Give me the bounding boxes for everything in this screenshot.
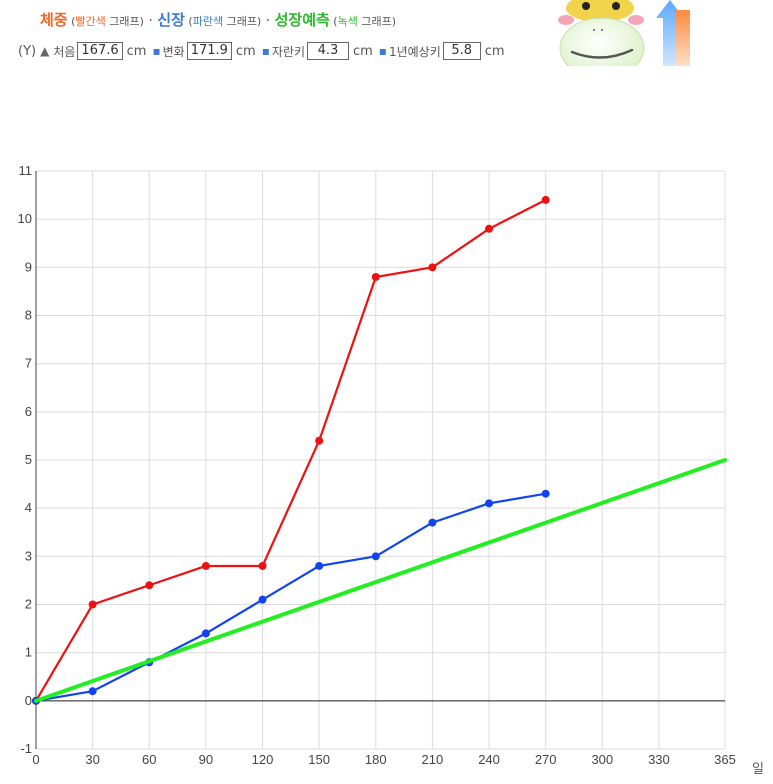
series-1-point: [371, 272, 380, 281]
series-1-point: [201, 561, 210, 570]
series-1-point: [485, 224, 494, 233]
title-part: 신장: [157, 11, 185, 29]
x-tick-label: 180: [365, 752, 387, 767]
chart-header: 체중 (빨간색 그래프) · 신장 (파란색 그래프) · 성장예측 (녹색 그…: [0, 0, 700, 66]
grown-height-value: 4.3: [306, 42, 349, 60]
height-info-bar: (Y) ▲ 처음 167.6 cm ▪ 변화 171.9 cm ▪ 자란키 4.…: [18, 42, 505, 60]
start-height-unit: cm: [126, 43, 147, 59]
mascot-illustration: [558, 0, 698, 66]
changed-height-unit: cm: [235, 43, 256, 59]
y-tick-label: 9: [25, 259, 32, 274]
y-tick-label: 5: [25, 452, 32, 467]
changed-height-label: 변화: [162, 44, 185, 59]
mascot-icon: [558, 0, 690, 66]
series-line-1: [34, 198, 547, 702]
bullet-icon: ▪: [378, 44, 387, 58]
grown-height-label: 자란키: [271, 44, 305, 59]
x-tick-label: 60: [142, 752, 156, 767]
x-tick-label: 210: [422, 752, 444, 767]
y-tick-label: 10: [18, 211, 32, 226]
arrow-up-icon: ▲: [40, 44, 50, 58]
x-tick-label: 150: [308, 752, 330, 767]
bullet-icon: ▪: [261, 44, 270, 58]
x-tick-label: 300: [591, 752, 613, 767]
series-2-point: [201, 629, 210, 638]
bullet-icon: ▪: [152, 44, 161, 58]
series-2-point: [541, 489, 550, 498]
y-tick-label: 3: [25, 548, 32, 563]
y-tick-label: -1: [20, 741, 32, 756]
series-line-3: [34, 458, 727, 703]
series-1-point: [145, 581, 154, 590]
start-height-value: 167.6: [77, 42, 123, 60]
changed-height-value: 171.9: [186, 42, 232, 60]
series-1-point: [88, 600, 97, 609]
series-1-point: [428, 263, 437, 272]
series-2-point: [371, 552, 380, 561]
x-tick-label: 240: [478, 752, 500, 767]
series-2-point: [258, 595, 267, 604]
x-tick-label: 330: [648, 752, 670, 767]
x-tick-label: 120: [252, 752, 274, 767]
y-tick-label: 7: [25, 356, 32, 371]
title-part: 체중: [40, 11, 68, 29]
y-tick-label: 0: [25, 693, 32, 708]
series-2-point: [428, 518, 437, 527]
grown-height-unit: cm: [352, 43, 373, 59]
x-tick-label: 365: [714, 752, 736, 767]
series-2-point: [485, 499, 494, 508]
series-1-point: [258, 561, 267, 570]
x-tick-label: 90: [199, 752, 213, 767]
y-tick-label: 11: [19, 163, 33, 178]
title-part: 성장예측: [274, 11, 330, 29]
title-part: (파란색 그래프): [184, 15, 262, 28]
title-part: ·: [261, 13, 275, 29]
series-1-point: [315, 436, 324, 445]
predicted-height-label: 1년예상키: [388, 44, 441, 59]
title-part: (빨간색 그래프): [67, 15, 144, 28]
y-tick-label: 2: [25, 597, 32, 612]
x-tick-label: 30: [85, 752, 99, 767]
series-2-point: [315, 561, 324, 570]
series-1-point: [541, 195, 550, 204]
start-height-label: 처음: [53, 44, 76, 59]
x-tick-label: 0: [32, 752, 39, 767]
y-tick-label: 4: [25, 500, 32, 515]
predicted-height-unit: cm: [484, 43, 505, 59]
y-axis-tag: (Y): [18, 43, 37, 59]
x-axis-label: 일: [752, 762, 764, 777]
x-tick-label: 270: [535, 752, 557, 767]
legend-title: 체중 (빨간색 그래프) · 신장 (파란색 그래프) · 성장예측 (녹색 그…: [40, 9, 396, 30]
title-part: ·: [143, 13, 158, 29]
y-tick-label: 6: [25, 404, 32, 419]
series-line-2: [34, 492, 547, 702]
series-2-point: [88, 687, 97, 696]
title-part: (녹색 그래프): [329, 15, 396, 28]
predicted-height-value: 5.8: [442, 42, 481, 60]
y-tick-label: 1: [25, 645, 32, 660]
y-tick-label: 8: [25, 308, 32, 323]
